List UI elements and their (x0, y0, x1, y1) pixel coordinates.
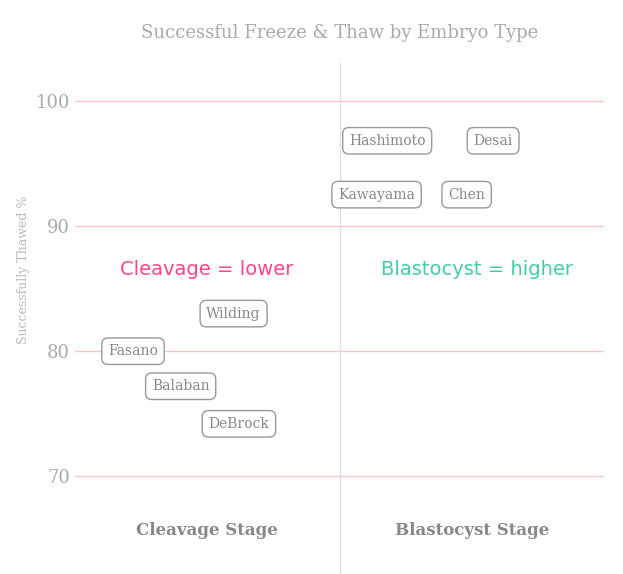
Text: Kawayama: Kawayama (338, 188, 415, 201)
Text: Wilding: Wilding (206, 307, 261, 321)
Text: Desai: Desai (473, 134, 513, 148)
Text: DeBrock: DeBrock (209, 417, 269, 431)
Text: Fasano: Fasano (108, 344, 158, 358)
Text: Chen: Chen (448, 188, 485, 201)
Y-axis label: Successfully Thawed %: Successfully Thawed % (17, 196, 30, 344)
Text: Balaban: Balaban (152, 379, 209, 393)
Text: Blastocyst = higher: Blastocyst = higher (381, 260, 573, 280)
Text: Cleavage = lower: Cleavage = lower (120, 260, 294, 280)
Text: Hashimoto: Hashimoto (349, 134, 426, 148)
Text: Blastocyst Stage: Blastocyst Stage (395, 522, 549, 538)
Text: Cleavage Stage: Cleavage Stage (136, 522, 278, 538)
Title: Successful Freeze & Thaw by Embryo Type: Successful Freeze & Thaw by Embryo Type (141, 24, 538, 42)
